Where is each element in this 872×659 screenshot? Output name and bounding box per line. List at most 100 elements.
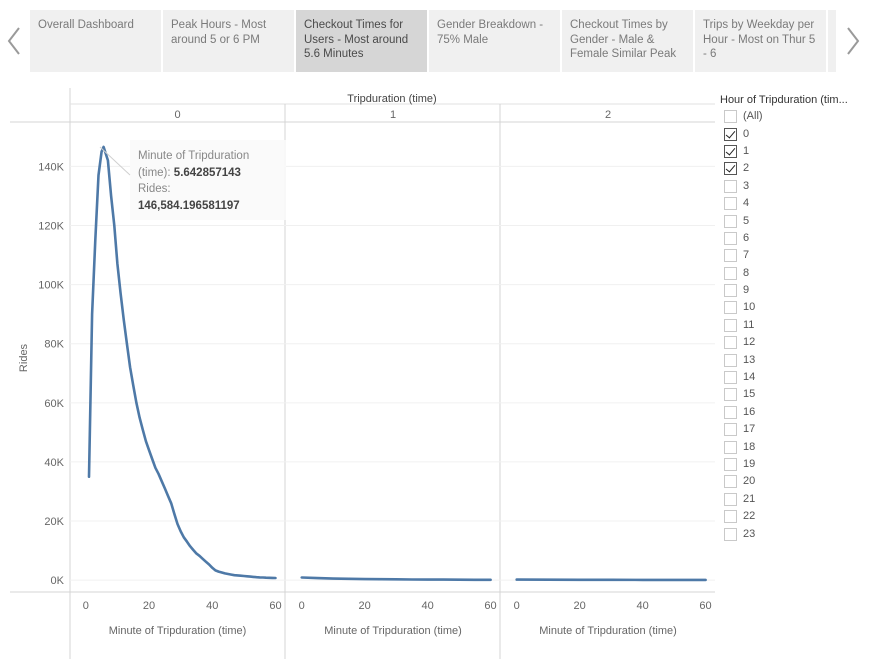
filter-item-7[interactable]: 7 <box>720 247 868 264</box>
x-tick-label: 40 <box>421 600 433 612</box>
checkbox[interactable] <box>724 127 737 141</box>
checkbox[interactable] <box>724 162 737 176</box>
filter-item-14[interactable]: 14 <box>720 369 868 386</box>
story-point-overall-dashboard[interactable]: Overall Dashboard <box>30 10 161 72</box>
filter-item-21[interactable]: 21 <box>720 491 868 508</box>
filter-item-label: 9 <box>743 284 750 297</box>
checkbox[interactable] <box>724 231 737 245</box>
filter-item-label: 10 <box>743 301 756 314</box>
tooltip-field1-value: 5.642857143 <box>173 166 241 179</box>
filter-item-label: 7 <box>743 249 750 262</box>
story-point-checkout-by-gender[interactable]: Checkout Times by Gender - Male & Female… <box>562 10 693 72</box>
checkbox[interactable] <box>724 492 737 506</box>
checkbox[interactable] <box>724 301 737 315</box>
checkbox[interactable] <box>724 510 737 524</box>
x-axis-titles: Minute of Tripduration (time) Minute of T… <box>109 625 677 637</box>
checkbox[interactable] <box>724 423 737 437</box>
filter-item-label: 16 <box>743 405 756 418</box>
filter-item-13[interactable]: 13 <box>720 351 868 368</box>
filter-item-4[interactable]: 4 <box>720 195 868 212</box>
story-point-trips-by-weekday[interactable]: Trips by Weekday per Hour - Most on Thur… <box>695 10 826 72</box>
tooltip-field2-value: 146,584.196581197 <box>138 199 240 212</box>
filter-item-label: 12 <box>743 336 756 349</box>
x-axis-title-0: Minute of Tripduration (time) <box>109 625 247 637</box>
filter-item-20[interactable]: 20 <box>720 473 868 490</box>
checkbox[interactable] <box>724 110 737 124</box>
y-tick-label: 80K <box>44 339 64 351</box>
series-line-panel-0[interactable] <box>87 145 277 580</box>
checkbox[interactable] <box>724 527 737 541</box>
panel-headers: 0 1 2 <box>174 109 611 121</box>
filter-item-5[interactable]: 5 <box>720 212 868 229</box>
x-tick-label: 20 <box>574 600 586 612</box>
story-point-gender-breakdown[interactable]: Gender Breakdown - 75% Male <box>429 10 560 72</box>
hour-filter: Hour of Tripduration (tim... (All) 0 1 2 3 4 5… <box>720 92 868 543</box>
filter-item-2[interactable]: 2 <box>720 160 868 177</box>
checkbox[interactable] <box>724 318 737 332</box>
checkbox[interactable] <box>724 388 737 402</box>
filter-item-18[interactable]: 18 <box>720 438 868 455</box>
filter-item-all[interactable]: (All) <box>720 108 868 125</box>
checkbox[interactable] <box>724 440 737 454</box>
filter-item-22[interactable]: 22 <box>720 508 868 525</box>
filter-item-label: 22 <box>743 510 756 523</box>
y-tick-label: 40K <box>44 457 64 469</box>
filter-item-11[interactable]: 11 <box>720 317 868 334</box>
tooltip-field2-name: Rides: <box>138 183 171 195</box>
filter-item-label: 0 <box>743 127 750 140</box>
filter-item-6[interactable]: 6 <box>720 230 868 247</box>
previous-story-button[interactable] <box>4 24 24 58</box>
chart-lines[interactable] <box>87 145 707 582</box>
series-line-panel-1[interactable] <box>300 576 492 582</box>
chevron-right-icon <box>847 27 860 55</box>
checkbox[interactable] <box>724 353 737 367</box>
filter-item-12[interactable]: 12 <box>720 334 868 351</box>
checkbox[interactable] <box>724 249 737 263</box>
x-tick-label: 60 <box>699 600 711 612</box>
checkbox[interactable] <box>724 266 737 280</box>
filter-item-8[interactable]: 8 <box>720 265 868 282</box>
tooltip: Minute of Tripduration (time): 5.6428571… <box>130 140 286 220</box>
checkbox[interactable] <box>724 284 737 298</box>
checkbox[interactable] <box>724 144 737 158</box>
checkbox[interactable] <box>724 197 737 211</box>
story-point-peak-hours[interactable]: Peak Hours - Most around 5 or 6 PM <box>163 10 294 72</box>
checkbox[interactable] <box>724 458 737 471</box>
filter-item-10[interactable]: 10 <box>720 299 868 316</box>
checkbox[interactable] <box>724 475 737 489</box>
column-header-title: Tripduration (time) <box>347 93 436 105</box>
filter-item-label: 13 <box>743 353 756 366</box>
next-story-button[interactable] <box>843 24 863 58</box>
filter-item-3[interactable]: 3 <box>720 178 868 195</box>
filter-item-label: 4 <box>743 197 750 210</box>
checkbox[interactable] <box>724 336 737 350</box>
story-point-checkout-times[interactable]: Checkout Times for Users - Most around 5… <box>296 10 427 72</box>
filter-item-19[interactable]: 19 <box>720 456 868 473</box>
filter-item-1[interactable]: 1 <box>720 143 868 160</box>
filter-item-23[interactable]: 23 <box>720 525 868 542</box>
story-points: Overall Dashboard Peak Hours - Most arou… <box>30 10 836 72</box>
filter-item-label: 5 <box>743 214 750 227</box>
filter-item-label: 14 <box>743 371 756 384</box>
checkbox[interactable] <box>724 405 737 419</box>
filter-item-17[interactable]: 17 <box>720 421 868 438</box>
filter-item-label: 8 <box>743 266 750 279</box>
story-point-next-partial[interactable] <box>828 10 836 72</box>
filter-item-0[interactable]: 0 <box>720 125 868 142</box>
filter-item-9[interactable]: 9 <box>720 282 868 299</box>
checkbox[interactable] <box>724 371 737 385</box>
checkbox[interactable] <box>724 179 737 193</box>
x-tick-label: 0 <box>83 600 89 612</box>
filter-item-15[interactable]: 15 <box>720 386 868 403</box>
chevron-left-icon <box>7 27 20 55</box>
checkbox[interactable] <box>724 214 737 228</box>
filter-title: Hour of Tripduration (tim... <box>720 94 848 106</box>
x-tick-label: 0 <box>514 600 520 612</box>
filter-list: (All) 0 1 2 3 4 5 6 7 8 9 10 11 12 13 14 15 16 17 18 19 20 21 2… <box>720 108 868 543</box>
y-tick-label: 20K <box>44 516 64 528</box>
filter-item-label: 15 <box>743 388 756 401</box>
y-tick-label: 120K <box>38 220 64 232</box>
filter-item-16[interactable]: 16 <box>720 404 868 421</box>
filter-item-label: 11 <box>743 318 755 331</box>
